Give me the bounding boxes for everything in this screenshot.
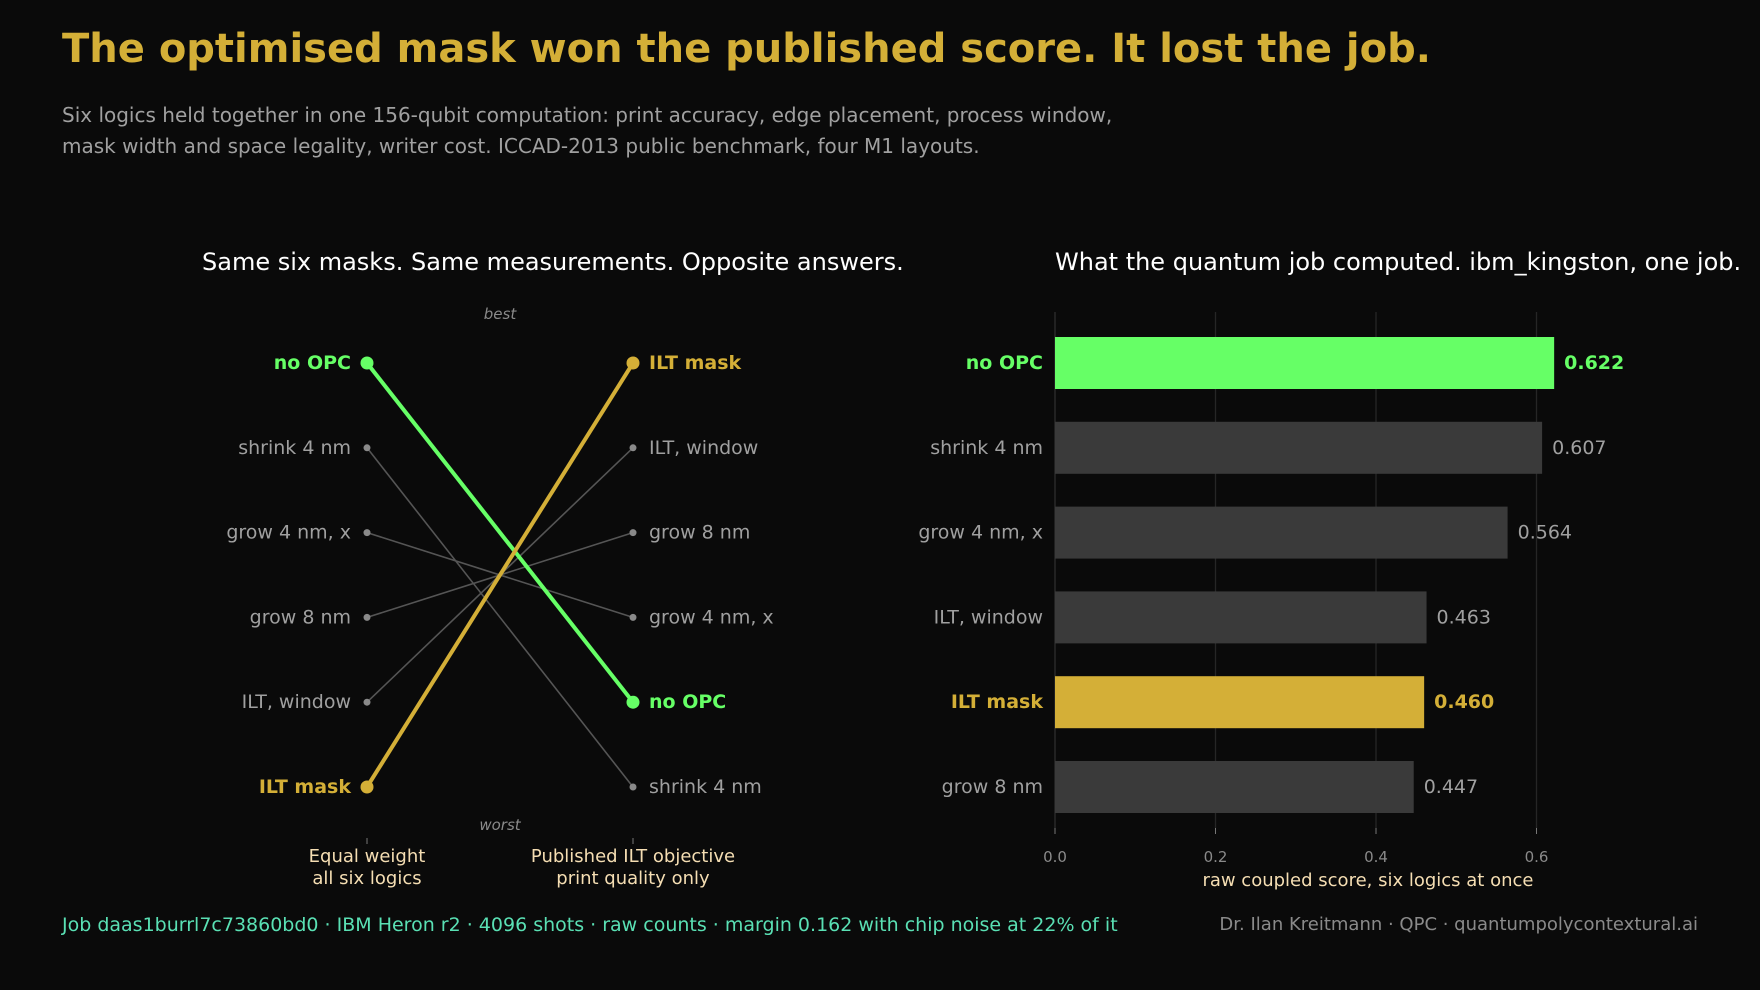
bar-category-ilt-mask: ILT mask (951, 691, 1044, 713)
bar-value-no-opc: 0.622 (1564, 352, 1624, 374)
slope-label-left-grow-4-nm-x: grow 4 nm, x (226, 522, 351, 544)
footer-credit: Dr. Ilan Kreitmann · QPC · quantumpolyco… (1219, 914, 1698, 935)
x-tick-label-1: 0.2 (1204, 848, 1228, 866)
slope-label-right-ilt-mask: ILT mask (649, 352, 742, 374)
bar-grow-8-nm (1055, 761, 1414, 813)
x-tick-label-3: 0.6 (1525, 848, 1549, 866)
footer-job-info: Job daas1burrl7c73860bd0 · IBM Heron r2 … (62, 914, 1118, 936)
x-tick-label-2: 0.4 (1364, 848, 1388, 866)
slope-point-left-grow-4-nm-x (363, 529, 371, 537)
x-axis-label: raw coupled score, six logics at once (1202, 870, 1533, 891)
slope-point-right-grow-8-nm (629, 529, 637, 537)
slope-point-left-ilt-window (363, 698, 371, 706)
axis-label-left-line2: all six logics (312, 868, 421, 889)
slope-label-left-shrink-4-nm: shrink 4 nm (238, 437, 351, 459)
page-title: The optimised mask won the published sco… (62, 26, 1431, 72)
page-subtitle: Six logics held together in one 156-qubi… (62, 100, 1362, 162)
slope-chart-title: Same six masks. Same measurements. Oppos… (202, 248, 904, 276)
slope-label-right-grow-4-nm-x: grow 4 nm, x (649, 606, 774, 628)
slope-label-left-ilt-mask: ILT mask (259, 776, 352, 798)
bar-value-grow-8-nm: 0.447 (1424, 776, 1478, 798)
slope-line-ilt-mask (365, 361, 635, 789)
slope-point-right-grow-4-nm-x (629, 613, 637, 621)
subtitle-line-1: Six logics held together in one 156-qubi… (62, 103, 1113, 127)
bar-category-shrink-4-nm: shrink 4 nm (930, 437, 1043, 459)
slope-point-right-shrink-4-nm (629, 783, 637, 791)
bar-shrink-4-nm (1055, 421, 1543, 474)
slope-label-right-ilt-window: ILT, window (649, 437, 758, 459)
slope-chart: best worst no OPC shrink 4 nm grow 4 nm, x gr… (226, 305, 773, 889)
bar-category-grow-8-nm: grow 8 nm (942, 776, 1043, 798)
subtitle-line-2: mask width and space legality, writer co… (62, 134, 980, 158)
x-tick-label-0: 0.0 (1043, 848, 1067, 866)
slope-label-right-no-opc: no OPC (649, 691, 726, 713)
bar-chart-title: What the quantum job computed. ibm_kings… (1055, 248, 1742, 276)
slope-point-right-ilt-window (629, 444, 637, 452)
slope-label-right-grow-8-nm: grow 8 nm (649, 522, 750, 544)
slope-point-right-ilt-mask (626, 356, 640, 370)
bar-category-ilt-window: ILT, window (934, 606, 1043, 628)
slope-point-left-ilt-mask (360, 780, 374, 794)
axis-label-left-line1: Equal weight (309, 846, 426, 867)
bar-category-no-opc: no OPC (966, 352, 1043, 374)
slope-label-right-shrink-4-nm: shrink 4 nm (649, 776, 762, 798)
bar-value-grow-4-nm-x: 0.564 (1518, 522, 1572, 544)
slope-label-left-ilt-window: ILT, window (242, 691, 351, 713)
axis-label-right-line2: print quality only (556, 868, 710, 889)
slope-line-shrink-4-nm (366, 447, 634, 788)
slope-point-left-shrink-4-nm (363, 444, 371, 452)
slope-point-left-no-opc (360, 356, 374, 370)
slope-label-left-grow-8-nm: grow 8 nm (250, 606, 351, 628)
bar-ilt-window (1055, 591, 1427, 644)
bar-value-shrink-4-nm: 0.607 (1552, 437, 1606, 459)
bar-no-opc (1055, 337, 1555, 389)
bar-ilt-mask (1055, 676, 1425, 729)
axis-label-right-line1: Published ILT objective (531, 846, 735, 867)
bar-value-ilt-mask: 0.460 (1434, 691, 1494, 713)
slope-point-left-grow-8-nm (363, 613, 371, 621)
bar-chart: 0.0 0.2 0.4 0.6 no OPC 0.622 shrink 4 nm 0.607 g… (918, 312, 1624, 891)
bar-grow-4-nm-x (1055, 506, 1508, 559)
slope-line-no-opc (365, 361, 635, 704)
bar-value-ilt-window: 0.463 (1437, 606, 1491, 628)
worst-annotation: worst (479, 816, 521, 834)
best-annotation: best (484, 305, 518, 323)
slope-point-right-no-opc (626, 695, 640, 709)
slope-label-left-no-opc: no OPC (274, 352, 351, 374)
bar-category-grow-4-nm-x: grow 4 nm, x (918, 522, 1043, 544)
